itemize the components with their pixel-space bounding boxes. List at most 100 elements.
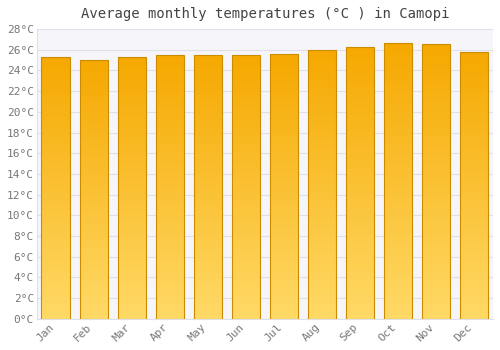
Bar: [156, 253, 184, 256]
Bar: [156, 127, 184, 131]
Bar: [270, 282, 298, 286]
Bar: [346, 206, 374, 210]
Bar: [156, 167, 184, 170]
Bar: [118, 99, 146, 103]
Bar: [42, 273, 70, 276]
Bar: [270, 107, 298, 110]
Bar: [156, 85, 184, 88]
Bar: [460, 219, 488, 222]
Bar: [42, 217, 70, 221]
Bar: [346, 305, 374, 309]
Bar: [232, 220, 260, 223]
Bar: [308, 248, 336, 252]
Bar: [42, 60, 70, 64]
Bar: [384, 226, 412, 229]
Bar: [270, 243, 298, 246]
Bar: [80, 222, 108, 225]
Bar: [422, 288, 450, 291]
Bar: [232, 226, 260, 230]
Bar: [232, 266, 260, 270]
Bar: [308, 124, 336, 127]
Bar: [194, 101, 222, 104]
Bar: [194, 55, 222, 319]
Bar: [194, 240, 222, 243]
Bar: [42, 99, 70, 103]
Bar: [232, 85, 260, 88]
Bar: [422, 195, 450, 198]
Bar: [42, 191, 70, 195]
Bar: [118, 149, 146, 152]
Bar: [270, 289, 298, 292]
Bar: [42, 211, 70, 214]
Bar: [384, 236, 412, 239]
Bar: [460, 252, 488, 256]
Bar: [42, 83, 70, 86]
Bar: [194, 138, 222, 141]
Bar: [384, 153, 412, 156]
Bar: [194, 273, 222, 276]
Bar: [232, 299, 260, 302]
Bar: [156, 266, 184, 270]
Bar: [194, 177, 222, 180]
Bar: [270, 173, 298, 176]
Bar: [194, 207, 222, 210]
Bar: [308, 191, 336, 194]
Bar: [460, 245, 488, 249]
Bar: [308, 235, 336, 238]
Bar: [270, 216, 298, 219]
Bar: [232, 154, 260, 157]
Bar: [422, 226, 450, 229]
Bar: [118, 168, 146, 172]
Bar: [232, 230, 260, 233]
Bar: [194, 121, 222, 124]
Bar: [194, 296, 222, 299]
Bar: [422, 64, 450, 68]
Bar: [346, 214, 374, 217]
Bar: [42, 77, 70, 80]
Bar: [80, 206, 108, 209]
Bar: [156, 147, 184, 150]
Bar: [384, 108, 412, 112]
Bar: [80, 180, 108, 183]
Bar: [42, 195, 70, 198]
Bar: [42, 113, 70, 116]
Bar: [422, 257, 450, 260]
Bar: [194, 302, 222, 306]
Bar: [194, 164, 222, 167]
Bar: [308, 285, 336, 289]
Bar: [308, 255, 336, 258]
Bar: [460, 306, 488, 309]
Bar: [80, 209, 108, 212]
Bar: [194, 282, 222, 286]
Bar: [232, 250, 260, 253]
Bar: [270, 253, 298, 256]
Bar: [80, 96, 108, 99]
Bar: [460, 275, 488, 279]
Bar: [270, 54, 298, 57]
Bar: [232, 121, 260, 124]
Bar: [194, 75, 222, 78]
Bar: [194, 131, 222, 134]
Bar: [194, 233, 222, 236]
Bar: [270, 110, 298, 113]
Bar: [194, 71, 222, 75]
Bar: [118, 152, 146, 155]
Bar: [42, 296, 70, 299]
Bar: [194, 98, 222, 101]
Bar: [42, 57, 70, 319]
Bar: [118, 129, 146, 132]
Bar: [156, 306, 184, 309]
Bar: [384, 250, 412, 253]
Bar: [384, 267, 412, 271]
Bar: [156, 250, 184, 253]
Bar: [80, 287, 108, 290]
Bar: [422, 205, 450, 209]
Bar: [194, 85, 222, 88]
Bar: [118, 237, 146, 240]
Bar: [232, 157, 260, 161]
Bar: [308, 201, 336, 204]
Bar: [346, 77, 374, 81]
Bar: [42, 247, 70, 250]
Bar: [42, 172, 70, 175]
Bar: [156, 226, 184, 230]
